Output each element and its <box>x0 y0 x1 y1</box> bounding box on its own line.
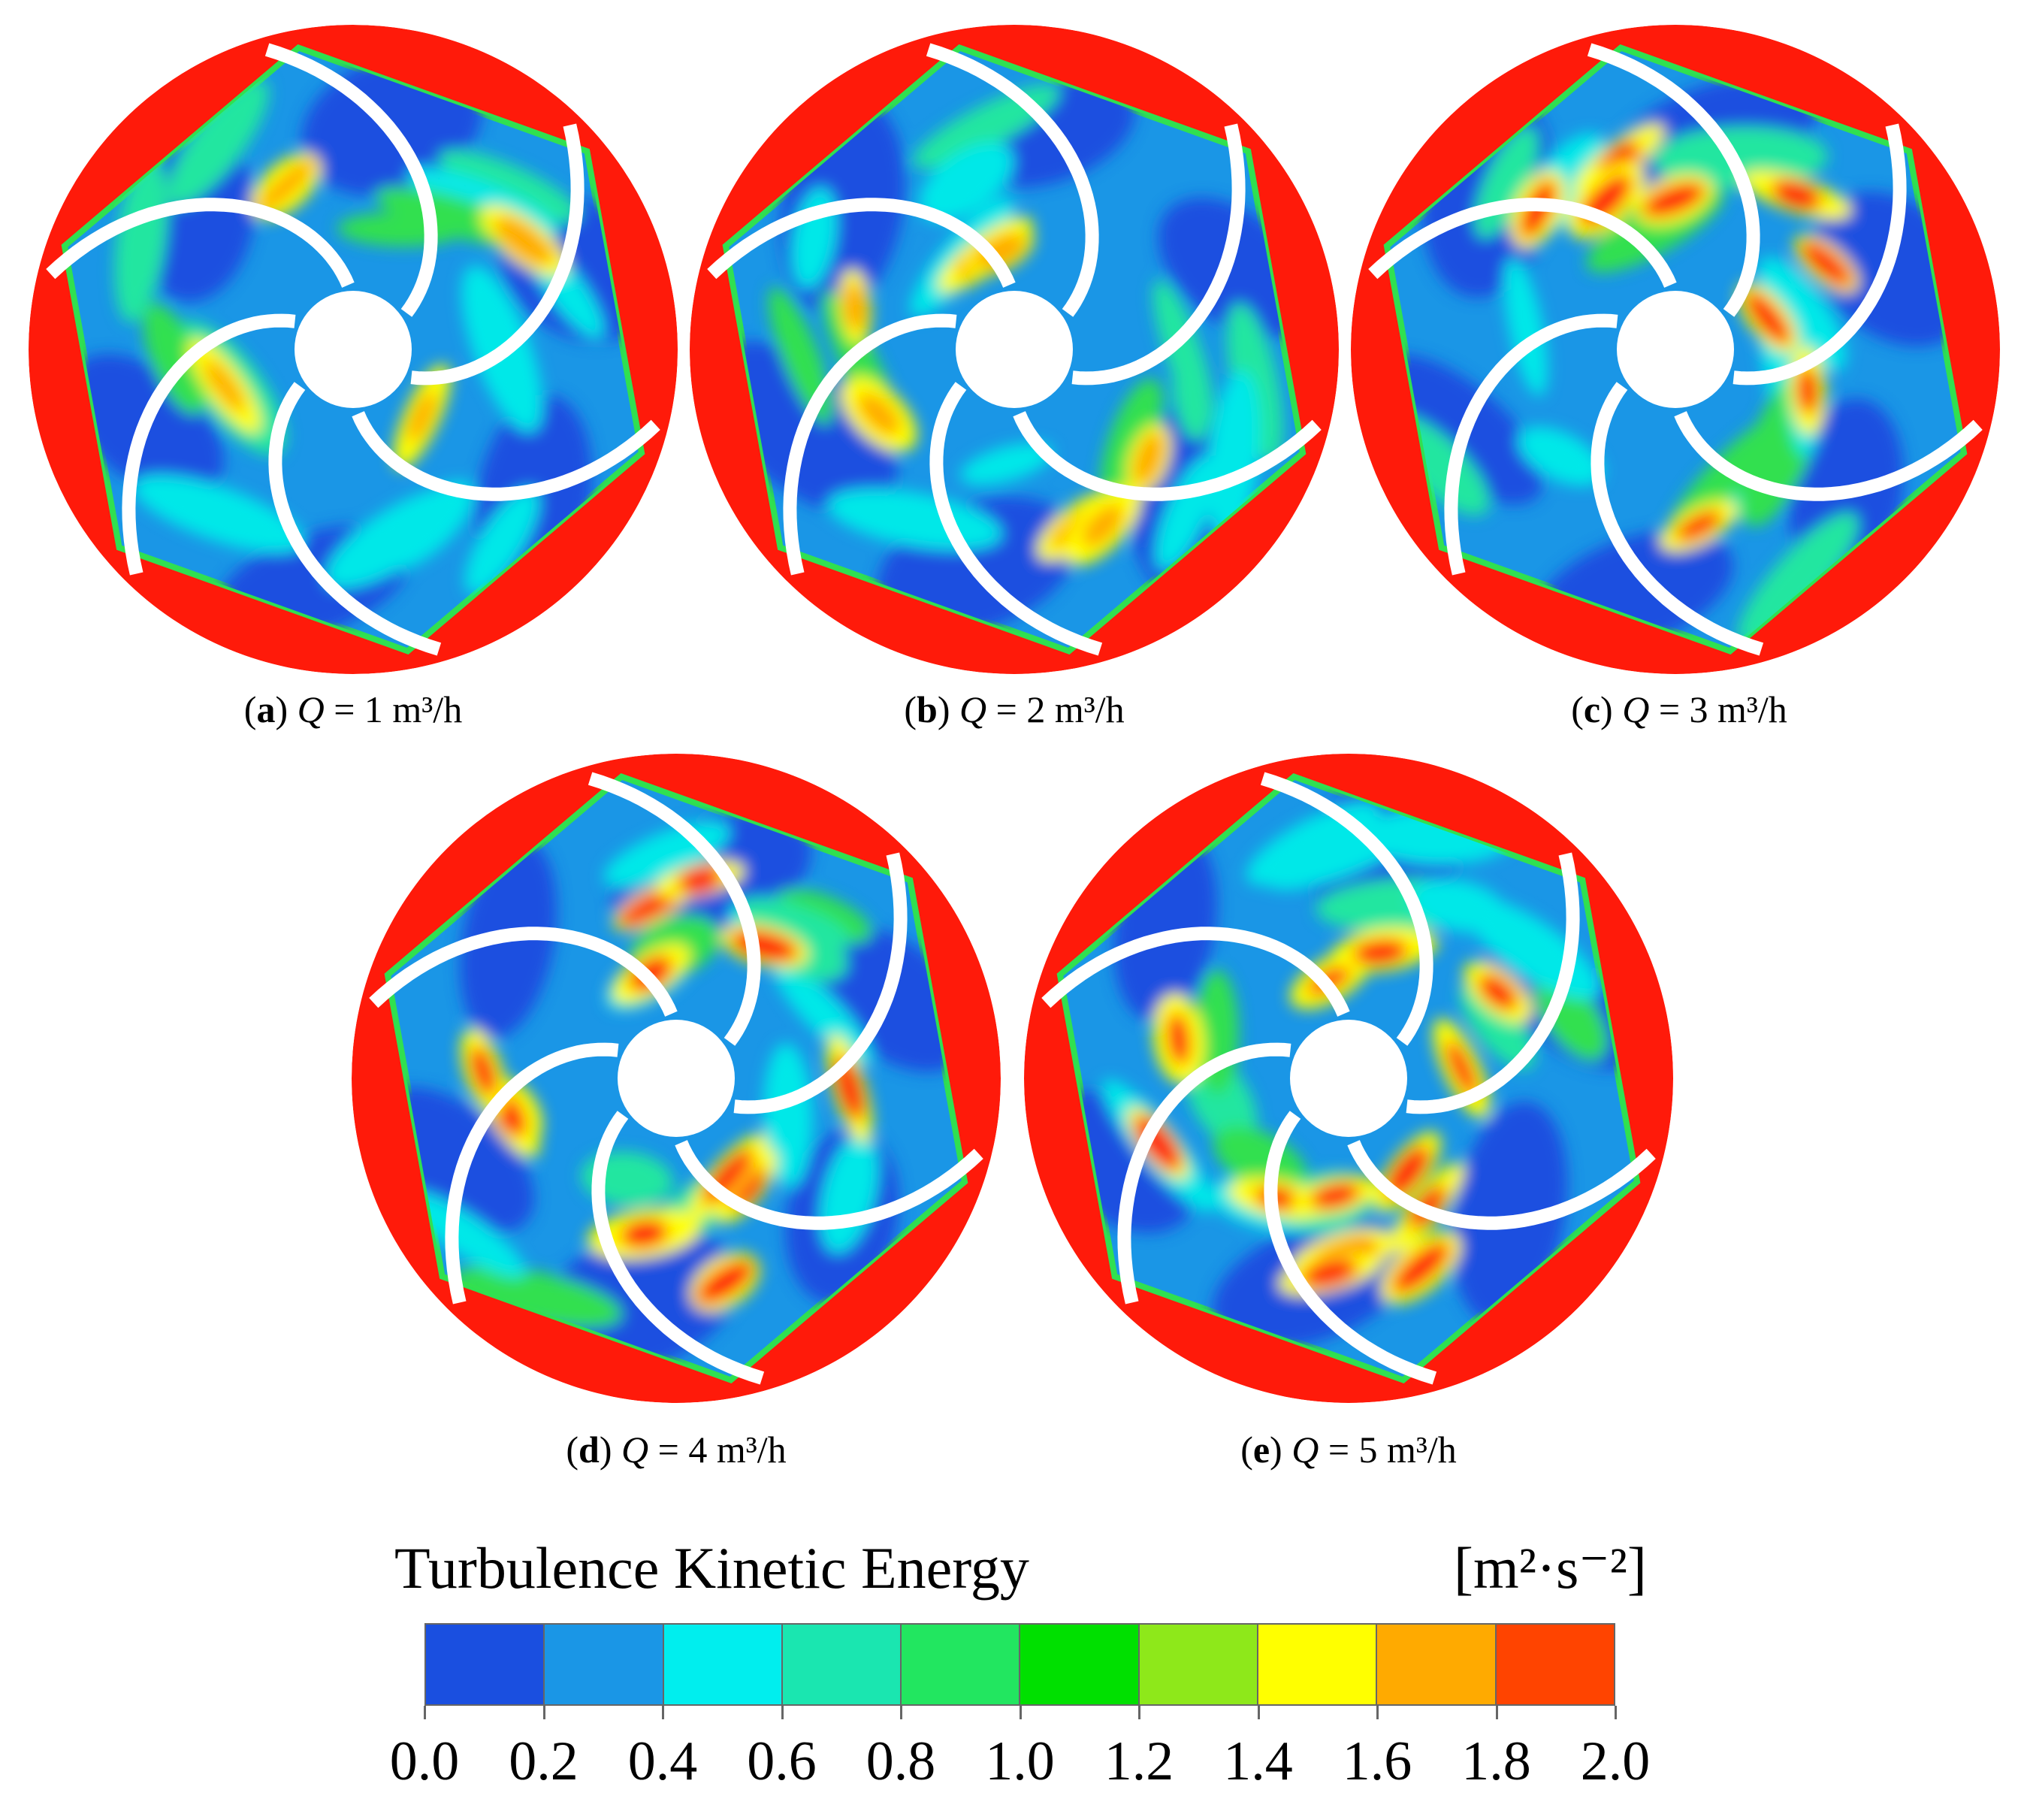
impeller-panel-d <box>346 748 1007 1409</box>
colorbar-tick-label: 0.8 <box>865 1731 936 1792</box>
impeller-panel-e <box>1018 748 1679 1409</box>
colorbar-cell <box>545 1625 664 1704</box>
colorbar-cell <box>1139 1625 1259 1704</box>
impeller-blade <box>46 198 355 288</box>
impeller-hub <box>295 291 412 408</box>
impeller-blade <box>1117 1042 1291 1305</box>
colorbar-tick-label: 0.4 <box>627 1731 698 1792</box>
impeller-blade <box>733 852 908 1114</box>
impeller-blade <box>369 927 678 1017</box>
caption-a: (a) Q = 1 m³/h <box>243 688 463 730</box>
caption-c: (c) Q = 3 m³/h <box>1571 688 1787 730</box>
impeller-blade <box>268 382 442 656</box>
impeller-blade <box>410 123 585 385</box>
caption-d: (d) Q = 4 m³/h <box>566 1428 787 1471</box>
colorbar-tick-label: 1.4 <box>1223 1731 1293 1792</box>
impeller-blade <box>1674 411 1983 501</box>
colorbar-tick-label: 0.2 <box>509 1731 579 1792</box>
impeller-blade <box>926 43 1099 317</box>
impeller-blade <box>1444 313 1618 576</box>
impeller-blades <box>1041 772 1656 1385</box>
impeller-blades <box>1368 43 1983 656</box>
impeller-blade <box>588 772 761 1046</box>
colorbar-tick-label: 0.0 <box>389 1731 460 1792</box>
colorbar-cell <box>782 1625 902 1704</box>
impeller-contour-a <box>29 25 678 674</box>
colorbar-tick <box>1376 1706 1379 1719</box>
colorbar-tick <box>1257 1706 1260 1719</box>
impeller-blade <box>1587 43 1760 317</box>
colorbar-tick <box>1138 1706 1140 1719</box>
impeller-blade <box>264 43 438 317</box>
impeller-hub <box>1290 1020 1407 1137</box>
colorbar-tick <box>1495 1706 1498 1719</box>
impeller-blade <box>1260 772 1433 1046</box>
colorbar-ticks <box>424 1706 1617 1721</box>
colorbar-tick-label: 0.6 <box>747 1731 817 1792</box>
legend-unit: [m²·s⁻²] <box>1454 1535 1647 1601</box>
impeller-blade <box>1041 927 1350 1017</box>
impeller-blade <box>707 198 1016 288</box>
impeller-blade <box>1733 123 1907 385</box>
colorbar-cell <box>1496 1625 1614 1704</box>
colorbar-tick-label: 1.2 <box>1104 1731 1174 1792</box>
impeller-blade <box>591 1111 765 1385</box>
impeller-panel-b <box>684 19 1345 680</box>
impeller-blade <box>1071 123 1246 385</box>
impeller-panel-c <box>1345 19 2006 680</box>
colorbar-cell <box>902 1625 1021 1704</box>
impeller-blade <box>445 1042 619 1305</box>
impeller-blade <box>1406 852 1580 1114</box>
impeller-blade <box>929 382 1103 656</box>
impeller-panel-a <box>23 19 684 680</box>
colorbar-tick <box>900 1706 902 1719</box>
impeller-contour-e <box>1024 754 1673 1403</box>
impeller-blade <box>1591 382 1764 656</box>
impeller-blade <box>1368 198 1677 288</box>
colorbar-tick-label: 1.0 <box>985 1731 1055 1792</box>
colorbar-cell <box>426 1625 545 1704</box>
colorbar-tick <box>781 1706 784 1719</box>
colorbar-cell <box>1020 1625 1140 1704</box>
impeller-blade <box>1347 1140 1656 1230</box>
colorbar-tick-label: 1.8 <box>1461 1731 1531 1792</box>
impeller-hub <box>956 291 1073 408</box>
impeller-contour-b <box>690 25 1339 674</box>
impeller-blade <box>675 1140 983 1230</box>
legend-title: Turbulence Kinetic Energy <box>394 1535 1029 1601</box>
colorbar-tick-label: 2.0 <box>1580 1731 1651 1792</box>
impeller-blades <box>46 43 660 656</box>
impeller-contour-c <box>1351 25 2000 674</box>
impeller-blade <box>1264 1111 1437 1385</box>
colorbar-cell <box>663 1625 783 1704</box>
impeller-blade <box>122 313 296 576</box>
impeller-blades <box>369 772 983 1385</box>
impeller-hub <box>618 1020 735 1137</box>
colorbar-cell <box>1377 1625 1497 1704</box>
impeller-contour-d <box>352 754 1001 1403</box>
colorbar-tick-label: 1.6 <box>1342 1731 1412 1792</box>
impeller-blade <box>1013 411 1322 501</box>
impeller-hub <box>1617 291 1734 408</box>
impeller-blades <box>707 43 1322 656</box>
impeller-blade <box>783 313 957 576</box>
colorbar <box>424 1623 1615 1706</box>
colorbar-tick <box>1615 1706 1617 1719</box>
caption-e: (e) Q = 5 m³/h <box>1240 1428 1457 1471</box>
colorbar-tick <box>424 1706 426 1719</box>
colorbar-tick <box>542 1706 545 1719</box>
colorbar-tick <box>662 1706 664 1719</box>
impeller-blade <box>352 411 660 501</box>
caption-b: (b) Q = 2 m³/h <box>904 688 1125 730</box>
colorbar-tick <box>1019 1706 1022 1719</box>
colorbar-cell <box>1258 1625 1378 1704</box>
